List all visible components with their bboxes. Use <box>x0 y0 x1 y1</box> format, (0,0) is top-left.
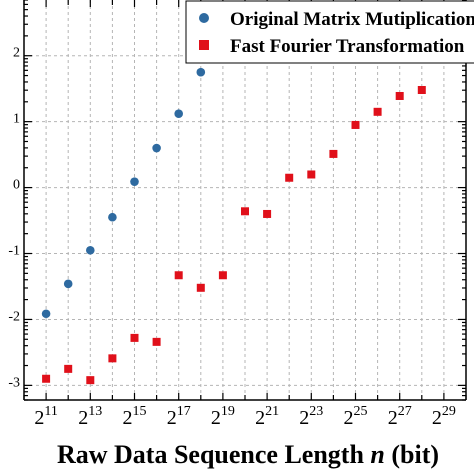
x-tick-labels: 211 213 215 217 219 221 223 225 227 229 <box>34 404 456 429</box>
y-tick-label-exponent: 0 <box>13 178 20 193</box>
data-point-square <box>86 376 95 385</box>
y-tick-label-exponent: -3 <box>8 375 20 390</box>
legend-label: Original Matrix Mutiplication <box>230 9 474 30</box>
legend-label: Fast Fourier Transformation <box>230 36 465 57</box>
legend: Original Matrix Mutiplication Fast Fourie… <box>185 0 474 64</box>
data-point-circle <box>41 309 51 319</box>
y-tick-label: -3 <box>8 375 20 390</box>
x-tick-label: 221 <box>255 404 279 429</box>
x-tick-label-exponent: 13 <box>88 404 102 419</box>
y-tick-label: 2 <box>13 46 20 61</box>
legend-marker-square <box>199 40 209 50</box>
data-point-square <box>351 120 360 129</box>
x-tick-label-base: 2 <box>432 407 442 429</box>
x-tick-label: 219 <box>211 404 235 429</box>
x-tick-label: 217 <box>167 404 191 429</box>
y-tick-label: -1 <box>8 244 20 259</box>
x-tick-label-exponent: 21 <box>265 404 279 419</box>
data-point-square <box>373 107 382 116</box>
x-axis-label-variable: n <box>370 440 384 469</box>
data-point-square <box>307 170 316 179</box>
data-point-circle <box>108 212 117 222</box>
data-point-square <box>42 374 51 383</box>
x-tick-label-base: 2 <box>34 407 44 429</box>
data-point-square <box>218 271 227 280</box>
data-point-square <box>329 149 338 158</box>
x-tick-label-base: 2 <box>78 407 88 429</box>
data-point-circle <box>152 143 161 153</box>
x-tick-label-base: 2 <box>167 407 177 429</box>
x-tick-label-exponent: 25 <box>354 404 368 419</box>
x-tick-label-base: 2 <box>388 407 398 429</box>
y-tick-label-exponent: -2 <box>8 309 20 324</box>
y-tick-labels: 2 1 0 -1 -2 -3 <box>8 46 20 391</box>
data-point-circle <box>196 67 206 77</box>
data-point-square <box>174 271 183 280</box>
data-point-square <box>152 337 161 346</box>
y-tick-label: 1 <box>13 112 20 127</box>
x-tick-label: 227 <box>388 404 412 429</box>
x-axis-label-prefix: Raw Data Sequence Length <box>57 440 370 469</box>
x-tick-label-exponent: 23 <box>309 404 323 419</box>
x-tick-label: 213 <box>78 404 102 429</box>
data-point-square <box>263 209 272 218</box>
y-tick-label-exponent: -1 <box>8 244 20 259</box>
x-tick-label-exponent: 15 <box>133 404 147 419</box>
y-tick-label-exponent: 2 <box>13 46 20 61</box>
data-point-circle <box>63 279 73 289</box>
x-tick-label: 229 <box>432 404 456 429</box>
data-point-square <box>64 364 73 373</box>
series-1 <box>41 67 206 319</box>
x-axis-label-suffix: (bit) <box>385 440 439 469</box>
x-tick-label: 211 <box>34 404 57 429</box>
x-tick-label-exponent: 11 <box>44 404 57 419</box>
x-axis-label: Raw Data Sequence Length n (bit) <box>57 440 439 469</box>
x-tick-label: 215 <box>123 404 147 429</box>
legend-box <box>185 0 474 64</box>
x-tick-label: 223 <box>299 404 323 429</box>
data-point-square <box>285 173 294 182</box>
data-point-square <box>395 91 404 100</box>
x-tick-label-exponent: 17 <box>177 404 191 419</box>
x-tick-label-exponent: 29 <box>442 404 456 419</box>
data-point-circle <box>174 109 183 118</box>
x-tick-label-exponent: 19 <box>221 404 235 419</box>
y-tick-label-exponent: 1 <box>13 112 20 127</box>
series-2 <box>42 86 426 385</box>
x-tick-label-base: 2 <box>255 407 265 429</box>
data-series <box>41 67 426 385</box>
data-point-circle <box>86 245 95 255</box>
legend-marker-circle <box>199 13 209 23</box>
data-point-square <box>130 333 139 342</box>
data-point-square <box>417 86 426 95</box>
x-tick-label-base: 2 <box>123 407 133 429</box>
data-point-square <box>196 283 205 292</box>
x-tick-label-base: 2 <box>344 407 354 429</box>
y-tick-label: 0 <box>13 178 20 193</box>
x-tick-label-base: 2 <box>299 407 309 429</box>
x-tick-label-base: 2 <box>211 407 221 429</box>
y-tick-label: -2 <box>8 309 20 324</box>
data-point-square <box>108 354 117 363</box>
data-point-square <box>241 207 249 216</box>
x-tick-label-exponent: 27 <box>398 404 412 419</box>
x-tick-label: 225 <box>344 404 368 429</box>
data-point-circle <box>130 177 139 186</box>
